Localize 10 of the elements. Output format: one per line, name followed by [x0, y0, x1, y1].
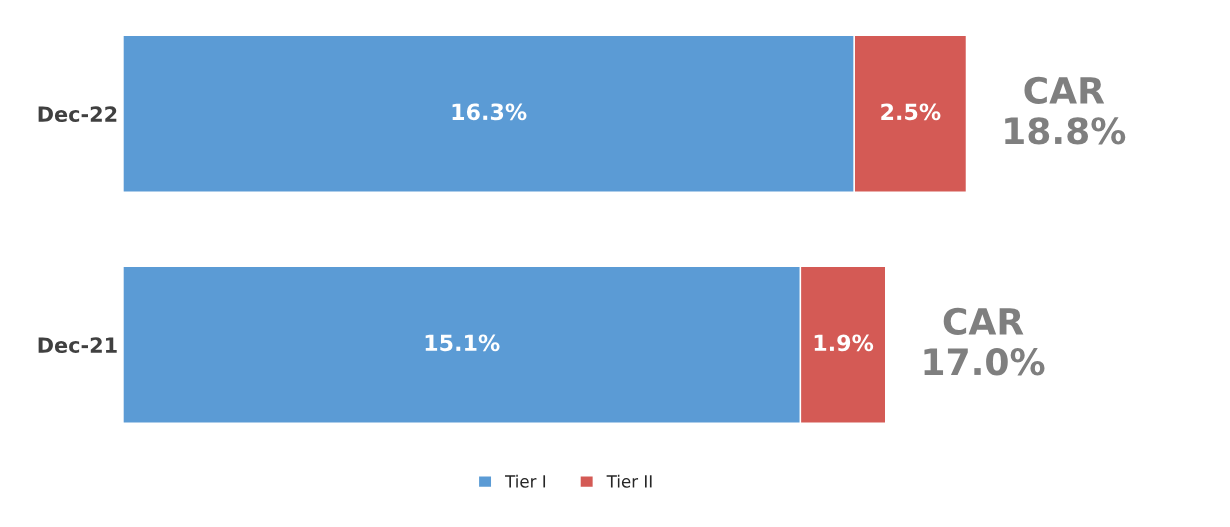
total-label: CAR 18.8%	[1005, 76, 1126, 145]
data-label: 2.5%	[881, 103, 941, 121]
y-tick-label: Dec-22	[38, 106, 117, 122]
data-label: 1.9%	[814, 334, 874, 352]
y-tick-label: Dec-21	[38, 337, 117, 353]
legend-label: Tier I	[505, 474, 546, 488]
data-label: 16.3%	[452, 103, 527, 121]
data-label: 15.1%	[425, 334, 500, 352]
legend-label: Tier II	[606, 474, 652, 488]
total-label: CAR 17.0%	[924, 307, 1045, 376]
